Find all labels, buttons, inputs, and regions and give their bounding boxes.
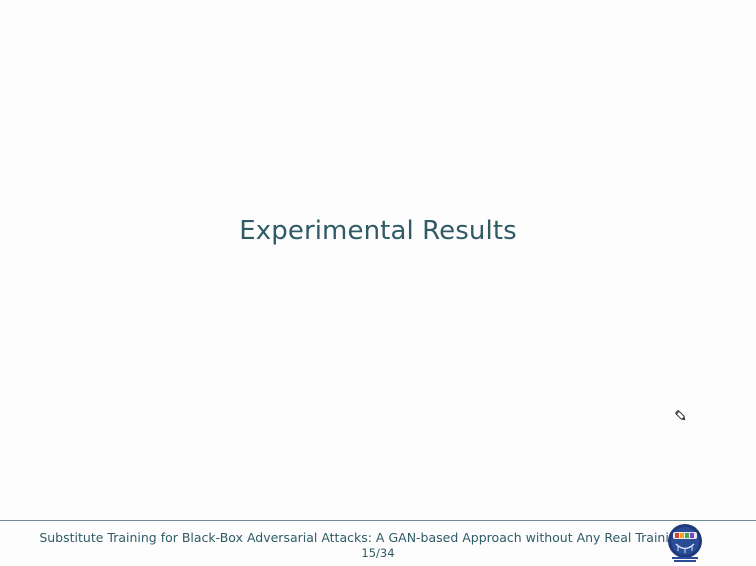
section-title: Experimental Results — [239, 216, 517, 246]
footer-title: Substitute Training for Black-Box Advers… — [39, 530, 685, 545]
program-logo — [668, 524, 702, 562]
footer-divider — [0, 520, 756, 521]
pen-cursor-icon — [675, 410, 686, 421]
page-number: 15/34 — [361, 546, 395, 560]
